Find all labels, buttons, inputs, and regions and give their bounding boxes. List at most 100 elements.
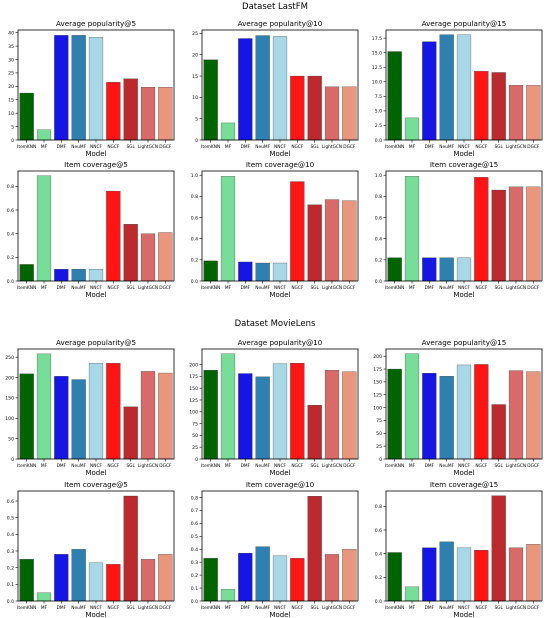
x-tick-label: NNCF [90, 605, 102, 611]
y-tick-label: 0 [195, 138, 198, 144]
y-tick-label: 0.5 [7, 515, 14, 521]
bar-sgl [123, 495, 138, 602]
y-tick-label: 0.5 [191, 534, 198, 540]
x-tick-label: MF [41, 463, 48, 469]
y-tick-label: 15 [8, 98, 14, 104]
bar-ngcf [106, 82, 121, 141]
bar-mf [220, 353, 236, 460]
bar-sgl [307, 75, 322, 141]
y-tick-label: 100 [5, 416, 14, 422]
bar-sgl [491, 189, 506, 282]
x-tick-label: ItemKNN [201, 605, 220, 611]
x-tick-label: DMF [241, 463, 251, 469]
x-tick-label: NNCF [90, 144, 102, 150]
bar-mf [404, 353, 420, 460]
x-axis-label: Model [453, 469, 474, 477]
y-tick-label: 0 [11, 138, 14, 144]
y-tick-label: 25 [192, 31, 198, 37]
bar-dgcf [342, 200, 357, 282]
x-axis-label: Model [85, 291, 106, 299]
y-tick-label: 75 [376, 418, 382, 424]
x-tick-label: SGL [494, 463, 503, 469]
y-tick-label: 200 [189, 362, 198, 368]
bar-ngcf [106, 363, 121, 460]
bar-itemknn [387, 552, 402, 602]
bar-dmf [54, 376, 69, 460]
bar-neumf [71, 379, 86, 460]
x-tick-label: NeuMF [255, 605, 270, 611]
y-tick-label: 0.2 [7, 565, 14, 571]
bar-itemknn [19, 92, 34, 141]
y-tick-label: 0.2 [375, 575, 382, 581]
x-tick-label: DGCF [527, 285, 540, 291]
y-tick-label: 20 [8, 84, 14, 90]
bar-neumf [71, 35, 86, 141]
chart-1: Average popularity@5 0 5 10 15 20 25 30 35 40 Item… [8, 19, 175, 158]
bar-dmf [422, 547, 437, 602]
bar-neumf [439, 34, 454, 141]
bar-ngcf [106, 190, 121, 282]
x-tick-label: ItemKNN [201, 144, 220, 150]
y-tick-label: 0.2 [191, 258, 198, 264]
y-tick-label: 17.5 [372, 36, 382, 42]
y-tick-label: 0.1 [191, 586, 198, 592]
x-tick-label: NeuMF [439, 463, 454, 469]
bar-dmf [422, 373, 437, 460]
y-tick-label: 0.8 [7, 184, 14, 190]
y-tick-label: 0.6 [7, 208, 14, 214]
bar-neumf [439, 376, 454, 460]
bar-dgcf [526, 544, 541, 602]
x-tick-label: NGCF [291, 144, 304, 150]
bar-dgcf [526, 85, 541, 141]
y-tick-label: 0.4 [191, 547, 198, 553]
x-tick-label: DMF [241, 605, 251, 611]
bar-lightgcn [324, 370, 340, 460]
chart-7: Average popularity@5 0 50 100 150 200 250 ItemK… [5, 338, 175, 477]
y-tick-label: 0.3 [7, 549, 14, 555]
bar-ngcf [290, 363, 305, 460]
x-tick-label: LightGCN [138, 285, 158, 291]
x-axis-label: Model [453, 611, 474, 618]
x-tick-label: NNCF [274, 144, 286, 150]
bar-ngcf [290, 558, 305, 602]
y-tick-label: 0.6 [375, 528, 382, 534]
x-tick-label: NNCF [274, 285, 286, 291]
x-axis-label: Model [453, 291, 474, 299]
y-tick-label: 200 [5, 375, 14, 381]
x-tick-label: LightGCN [506, 463, 526, 469]
x-tick-label: ItemKNN [201, 463, 220, 469]
x-tick-label: NeuMF [255, 144, 270, 150]
bar-ngcf [474, 177, 489, 282]
x-tick-label: NeuMF [439, 605, 454, 611]
y-tick-label: 0.0 [191, 599, 198, 605]
chart-8: Average popularity@10 0 25 50 75 100 125 150 175… [189, 338, 359, 477]
y-tick-label: 25 [376, 444, 382, 450]
x-tick-label: MF [225, 144, 232, 150]
x-tick-label: DGCF [343, 144, 356, 150]
y-tick-label: 10 [192, 95, 198, 101]
x-tick-label: DMF [425, 463, 435, 469]
x-tick-label: SGL [126, 285, 135, 291]
chart-5: Item coverage@10 0.0 0.2 0.4 0.6 0.8 1.0 ItemKN… [191, 160, 359, 299]
x-axis-label: Model [269, 150, 290, 158]
chart-title: Item coverage@5 [64, 480, 128, 489]
bar-lightgcn [508, 85, 524, 141]
x-tick-label: ItemKNN [17, 144, 36, 150]
bar-sgl [307, 204, 322, 282]
bar-neumf [439, 257, 454, 282]
x-tick-label: MF [225, 463, 232, 469]
y-tick-label: 0 [195, 457, 198, 463]
bar-dmf [238, 552, 253, 602]
x-tick-label: SGL [494, 144, 503, 150]
bar-itemknn [203, 59, 218, 141]
x-tick-label: ItemKNN [385, 144, 404, 150]
x-axis-label: Model [269, 469, 290, 477]
bar-nncf [272, 555, 288, 602]
bar-nncf [88, 269, 104, 282]
x-tick-label: LightGCN [506, 144, 526, 150]
x-tick-label: NNCF [458, 285, 470, 291]
y-tick-label: 0 [11, 457, 14, 463]
x-tick-label: NeuMF [71, 285, 86, 291]
